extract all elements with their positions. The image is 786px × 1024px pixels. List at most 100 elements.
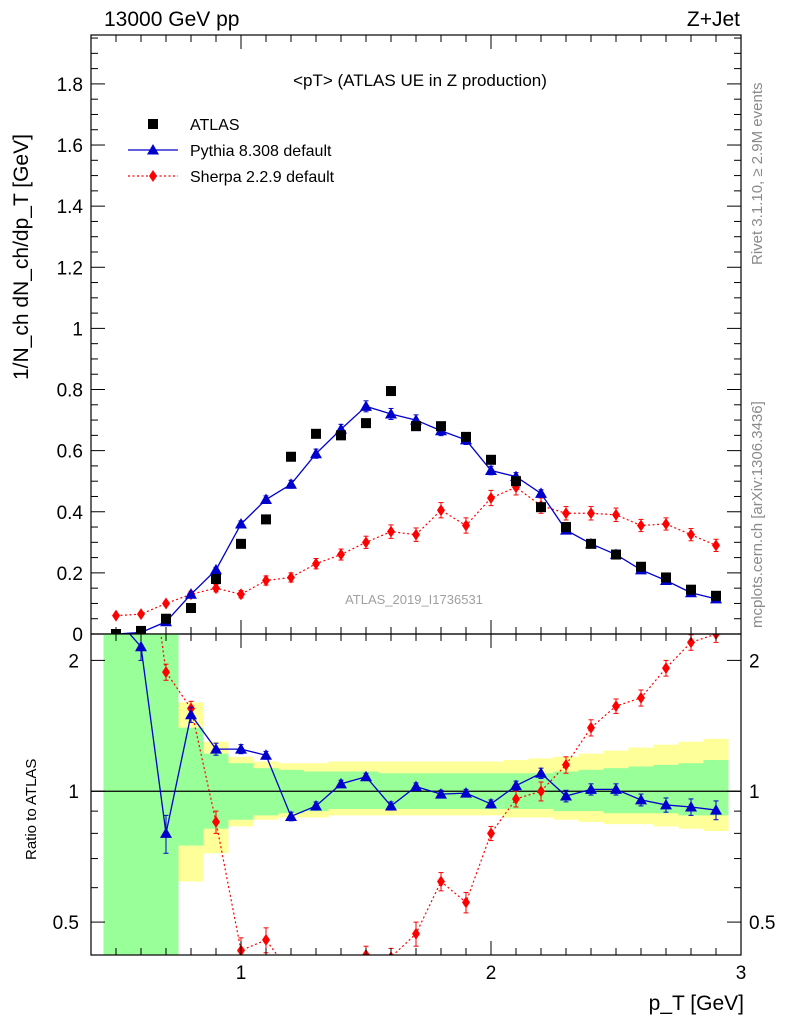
x-tick-label: 2 — [486, 963, 497, 984]
pythia-ratio-point — [260, 749, 272, 760]
energy-label: 13000 GeV pp — [104, 8, 239, 31]
pythia-ratio-point — [210, 743, 222, 754]
sherpa-point — [587, 507, 595, 520]
atlas-point — [611, 549, 621, 560]
sherpa-ratio-point — [687, 636, 695, 649]
sherpa-ratio-error-bar — [339, 964, 344, 984]
pythia-point — [360, 400, 372, 411]
legend-entry: ATLAS — [148, 117, 240, 134]
main-plot-panel: 0 0.2 0.4 0.6 0.8 1 1.2 1.4 1.6 1.8 — [57, 34, 742, 646]
y-tick-label: 1.8 — [57, 75, 83, 96]
uncertainty-band-inner — [128, 634, 154, 955]
pythia-point — [185, 588, 197, 599]
atlas-point — [461, 431, 471, 442]
sherpa-ratio-point — [287, 968, 295, 980]
sherpa-ratio-point — [112, 447, 120, 459]
sherpa-point — [637, 519, 645, 532]
ratio-y-tick-label-right: 2 — [749, 651, 760, 672]
sherpa-point — [162, 597, 170, 610]
atlas-series — [111, 386, 721, 634]
sherpa-ratio-point — [612, 700, 620, 713]
pythia-ratio-point — [435, 788, 447, 799]
sherpa-ratio-error-bar — [289, 964, 294, 984]
y-tick-label: 1 — [72, 319, 83, 340]
sherpa-point — [237, 588, 245, 601]
sherpa-point — [612, 508, 620, 521]
y-tick-label: 0.2 — [57, 564, 83, 585]
main-y-axis-label: 1/N_ch dN_ch/dp_T [GeV] — [10, 134, 33, 380]
sherpa-ratio-error-bar — [139, 484, 144, 492]
atlas-point — [211, 573, 221, 584]
x-tick-label: 3 — [736, 963, 747, 984]
legend-label: ATLAS — [190, 117, 240, 134]
atlas-point — [386, 386, 396, 397]
atlas-point — [236, 538, 246, 549]
pythia-ratio-point — [160, 827, 172, 838]
pythia-ratio-point — [535, 767, 547, 778]
sherpa-point — [362, 536, 370, 549]
pythia-ratio-point — [335, 777, 347, 789]
sherpa-ratio-point — [462, 896, 470, 909]
atlas-point — [411, 421, 421, 432]
legend-marker — [148, 119, 158, 129]
legend-label: Sherpa 2.2.9 default — [190, 169, 335, 186]
sherpa-ratio-point — [312, 978, 320, 990]
sherpa-ratio-point — [662, 662, 670, 675]
sherpa-ratio-error-bar — [314, 974, 319, 995]
pythia-ratio-point — [460, 787, 472, 798]
pythia-point — [210, 563, 222, 575]
pythia-ratio-point — [135, 640, 147, 652]
legend-label: Pythia 8.308 default — [190, 143, 332, 160]
sherpa-point — [437, 504, 445, 517]
pythia-ratio-point — [635, 793, 647, 805]
pythia-ratio-point — [685, 800, 697, 812]
pythia-ratio-point — [585, 783, 597, 794]
sherpa-ratio-point — [262, 933, 270, 946]
legend-marker — [147, 144, 159, 155]
sherpa-ratio-error-bar — [114, 450, 119, 456]
main-y-axis-title: 1/N_ch dN_ch/dp_T [GeV] — [10, 134, 33, 380]
plot-title: <pT> (ATLAS UE in Z production) — [293, 71, 547, 90]
atlas-point — [661, 572, 671, 583]
x-tick-label: 1 — [236, 963, 247, 984]
legend-entry: Pythia 8.308 default — [128, 143, 332, 160]
y-tick-label: 1.4 — [57, 197, 84, 218]
y-tick-label: 1.6 — [57, 136, 83, 157]
sherpa-point — [112, 609, 120, 622]
sherpa-point — [712, 539, 720, 552]
sherpa-point — [312, 557, 320, 570]
pythia-ratio-point — [385, 799, 397, 811]
atlas-point — [561, 522, 571, 533]
y-tick-label: 0.6 — [57, 442, 83, 463]
sherpa-ratio-point — [162, 666, 170, 679]
main-frame — [90, 34, 742, 635]
sherpa-ratio-point — [412, 927, 420, 940]
sherpa-point — [462, 519, 470, 532]
atlas-point — [261, 514, 271, 525]
sherpa-ratio-point — [137, 481, 145, 493]
y-tick-label: 1.2 — [57, 258, 83, 279]
pythia-ratio-point — [410, 780, 422, 792]
sherpa-ratio-point — [212, 815, 220, 828]
atlas-point — [286, 451, 296, 462]
sherpa-point — [262, 574, 270, 587]
sherpa-point — [412, 528, 420, 541]
sherpa-ratio-point — [587, 721, 595, 734]
atlas-point — [686, 584, 696, 595]
pythia-ratio-point — [360, 770, 372, 782]
pythia-ratio-point — [610, 783, 622, 794]
pythia-point — [535, 487, 547, 498]
ratio-y-tick-label: 0.5 — [53, 913, 79, 934]
ratio-y-tick-label-right: 1 — [749, 782, 760, 803]
legend: ATLAS Pythia 8.308 default Sherpa 2.2.9 de… — [128, 117, 335, 186]
ratio-y-axis-label: Ratio to ATLAS — [23, 759, 40, 860]
pythia-point — [310, 447, 322, 459]
legend-entry: Sherpa 2.2.9 default — [128, 169, 335, 186]
main-data — [111, 386, 722, 634]
rivet-note: Rivet 3.1.10, ≥ 2.9M events — [749, 83, 766, 266]
pythia-ratio-point — [235, 743, 247, 754]
atlas-point — [511, 476, 521, 487]
pythia-ratio-point — [310, 799, 322, 811]
ratio-plot-panel: 0.5 0.5 1 1 2 2 1 2 3 — [53, 447, 775, 995]
